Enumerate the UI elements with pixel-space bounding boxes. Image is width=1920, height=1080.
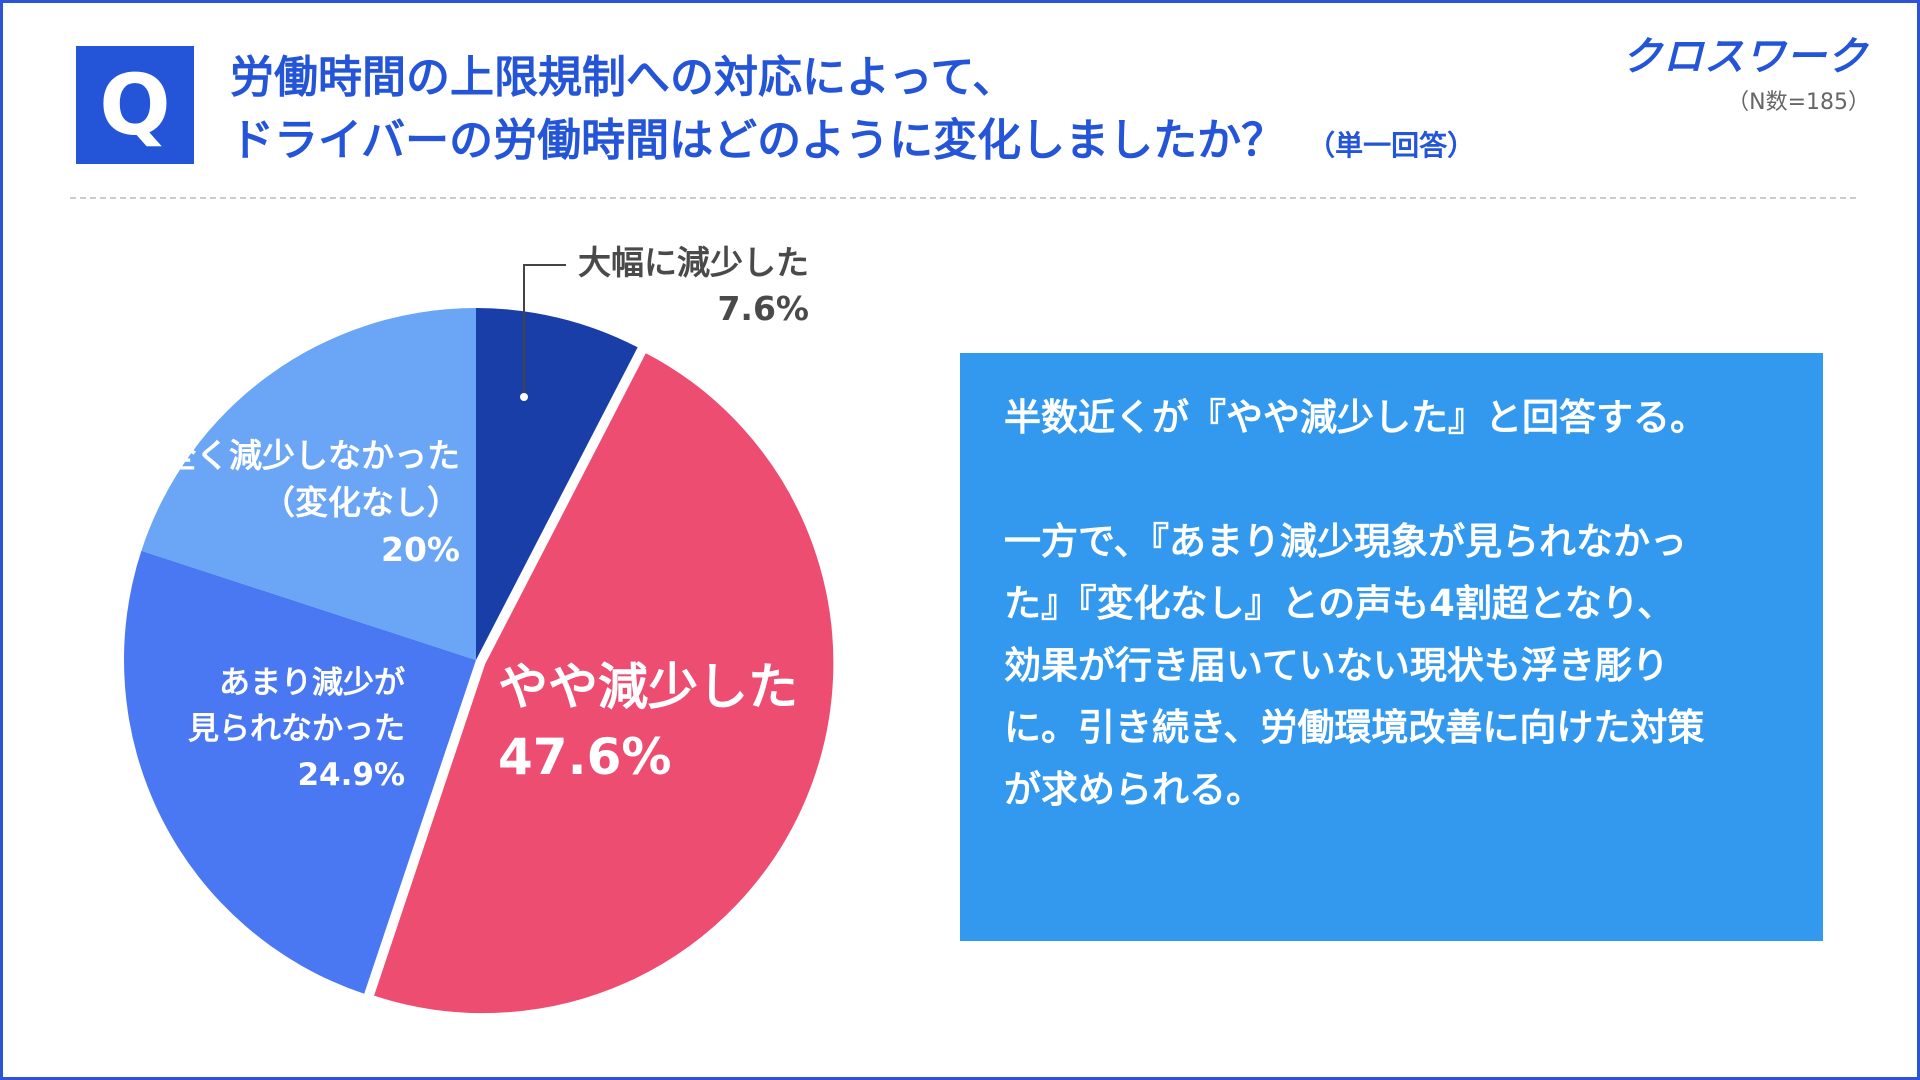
question-badge: Q [76,46,194,164]
slice-label-text: （変化なし） [262,483,460,522]
summary-paragraph-1: 半数近くが『やや減少した』と回答する。 [1004,396,1707,439]
leader-line [523,264,566,397]
slice-label-value: 47.6% [498,728,672,786]
pie-slice-not-much [123,550,476,994]
question-title-line1: 労働時間の上限規制への対応によって、 [230,52,1017,103]
slice-label-value: 24.9% [297,757,405,793]
slice-label-text: 見られなかった [188,711,405,747]
slice-label-text: やや減少した [498,658,798,716]
question-title-line2-wrap: ドライバーの労働時間はどのように変化しましたか？ （単一回答） [230,109,1475,177]
summary-spacer [1004,449,1779,511]
leader-dot [520,393,528,401]
slice-label-text: あまり減少が [219,665,405,701]
brand-logo: クロスワーク [1622,34,1868,80]
pie-slice-no-change [141,308,476,660]
pie-slice-large-decrease [476,308,638,660]
question-title: 労働時間の上限規制への対応によって、 ドライバーの労働時間はどのように変化しまし… [230,46,1475,177]
sample-size: （N数=185） [1727,90,1870,115]
slice-label-no-change: 全く減少しなかった （変化なし） 20% [130,432,460,573]
slice-label-text: 大幅に減少した [578,243,809,282]
slice-label-value: 20% [381,530,460,569]
slice-label-text: 全く減少しなかった [163,436,460,475]
summary-line: に。引き続き、労働環境改善に向けた対策 [1004,706,1705,749]
slice-label-not-much: あまり減少が 見られなかった 24.9% [160,660,405,798]
summary-line: 一方で、『あまり減少現象が見られなかっ [1004,520,1688,563]
slice-label-large-decrease: 大幅に減少した 7.6% [578,240,809,332]
summary-line: た』『変化なし』との声も4割超となり、 [1004,582,1675,625]
question-title-line2: ドライバーの労働時間はどのように変化しましたか？ [230,115,1286,166]
summary-line: 効果が行き届いていない現状も浮き彫り [1004,644,1669,687]
answer-type: （単一回答） [1307,129,1476,162]
summary-line: が求められる。 [1004,768,1263,811]
pie-slice-slight-decrease [369,347,838,1018]
header-divider [70,197,1856,199]
slice-label-slight-decrease: やや減少した 47.6% [498,652,798,792]
slice-label-value: 7.6% [717,289,809,328]
summary-box: 半数近くが『やや減少した』と回答する。 一方で、『あまり減少現象が見られなかっ … [960,353,1823,941]
